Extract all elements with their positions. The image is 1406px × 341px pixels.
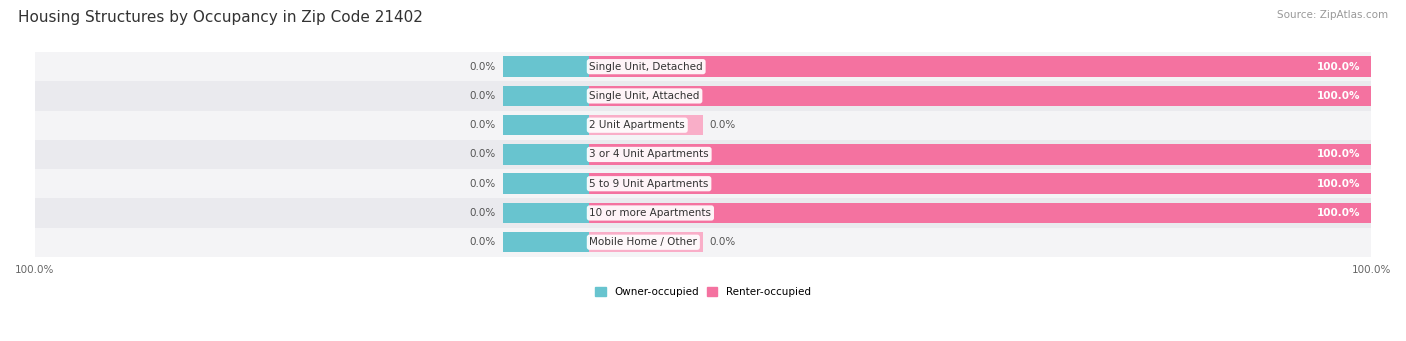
Text: 100.0%: 100.0% bbox=[1317, 179, 1361, 189]
Text: 10 or more Apartments: 10 or more Apartments bbox=[589, 208, 711, 218]
Text: 100.0%: 100.0% bbox=[1317, 149, 1361, 160]
Bar bbox=[35, 227, 1371, 257]
Text: 0.0%: 0.0% bbox=[470, 120, 496, 130]
Bar bbox=[589, 56, 1371, 77]
Text: Single Unit, Detached: Single Unit, Detached bbox=[589, 62, 703, 72]
Text: 0.0%: 0.0% bbox=[470, 179, 496, 189]
Bar bbox=[589, 144, 1371, 165]
Bar bbox=[35, 81, 1371, 110]
Bar bbox=[502, 203, 589, 223]
Bar bbox=[35, 52, 1371, 81]
Text: 100.0%: 100.0% bbox=[1317, 91, 1361, 101]
Text: 0.0%: 0.0% bbox=[470, 208, 496, 218]
Bar bbox=[502, 232, 589, 252]
Bar bbox=[589, 86, 1371, 106]
Text: 100.0%: 100.0% bbox=[1317, 208, 1361, 218]
Text: 3 or 4 Unit Apartments: 3 or 4 Unit Apartments bbox=[589, 149, 709, 160]
Bar bbox=[589, 115, 703, 135]
Bar bbox=[502, 115, 589, 135]
Text: 0.0%: 0.0% bbox=[470, 237, 496, 247]
Bar bbox=[589, 203, 1371, 223]
Bar bbox=[502, 174, 589, 194]
Text: Mobile Home / Other: Mobile Home / Other bbox=[589, 237, 697, 247]
Text: 0.0%: 0.0% bbox=[470, 62, 496, 72]
Legend: Owner-occupied, Renter-occupied: Owner-occupied, Renter-occupied bbox=[591, 283, 815, 301]
Bar bbox=[589, 174, 1371, 194]
Bar bbox=[502, 144, 589, 165]
Bar bbox=[35, 110, 1371, 140]
Bar bbox=[35, 169, 1371, 198]
Text: 2 Unit Apartments: 2 Unit Apartments bbox=[589, 120, 685, 130]
Bar bbox=[35, 198, 1371, 227]
Text: Single Unit, Attached: Single Unit, Attached bbox=[589, 91, 700, 101]
Text: Source: ZipAtlas.com: Source: ZipAtlas.com bbox=[1277, 10, 1388, 20]
Text: 5 to 9 Unit Apartments: 5 to 9 Unit Apartments bbox=[589, 179, 709, 189]
Text: 100.0%: 100.0% bbox=[1317, 62, 1361, 72]
Bar bbox=[589, 232, 703, 252]
Text: 0.0%: 0.0% bbox=[470, 149, 496, 160]
Bar bbox=[502, 86, 589, 106]
Bar bbox=[35, 140, 1371, 169]
Text: Housing Structures by Occupancy in Zip Code 21402: Housing Structures by Occupancy in Zip C… bbox=[18, 10, 423, 25]
Text: 0.0%: 0.0% bbox=[710, 120, 735, 130]
Bar bbox=[502, 56, 589, 77]
Text: 0.0%: 0.0% bbox=[710, 237, 735, 247]
Text: 0.0%: 0.0% bbox=[470, 91, 496, 101]
